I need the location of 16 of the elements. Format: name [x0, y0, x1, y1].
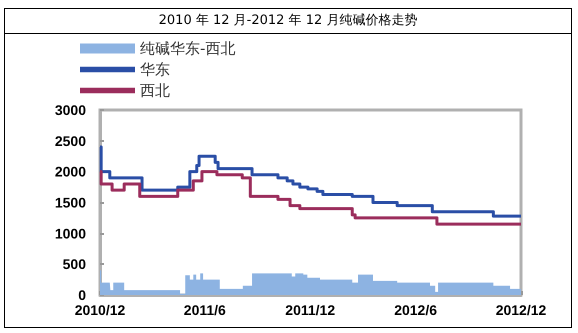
x-tick-label: 2010/12: [74, 302, 126, 318]
y-tick-label: 2500: [54, 132, 86, 149]
y-tick-label: 1000: [54, 225, 86, 242]
y-tick-label: 3000: [54, 102, 86, 118]
legend-label: 纯碱华东-西北: [140, 40, 236, 58]
x-tick-label: 2011/6: [184, 302, 226, 318]
x-tick-label: 2012/6: [394, 302, 438, 318]
x-tick-label: 2011/12: [285, 302, 336, 318]
y-tick-label: 0: [78, 287, 86, 303]
x-tick-label: 2012/12: [496, 302, 547, 318]
y-tick-label: 500: [62, 256, 86, 272]
y-tick-label: 1500: [54, 194, 86, 210]
y-tick-label: 2000: [54, 164, 86, 180]
legend-label: 华东: [140, 60, 170, 78]
legend-label: 西北: [140, 82, 170, 100]
chart-title: 2010 年 12 月-2012 年 12 月纯碱价格走势: [5, 9, 571, 34]
